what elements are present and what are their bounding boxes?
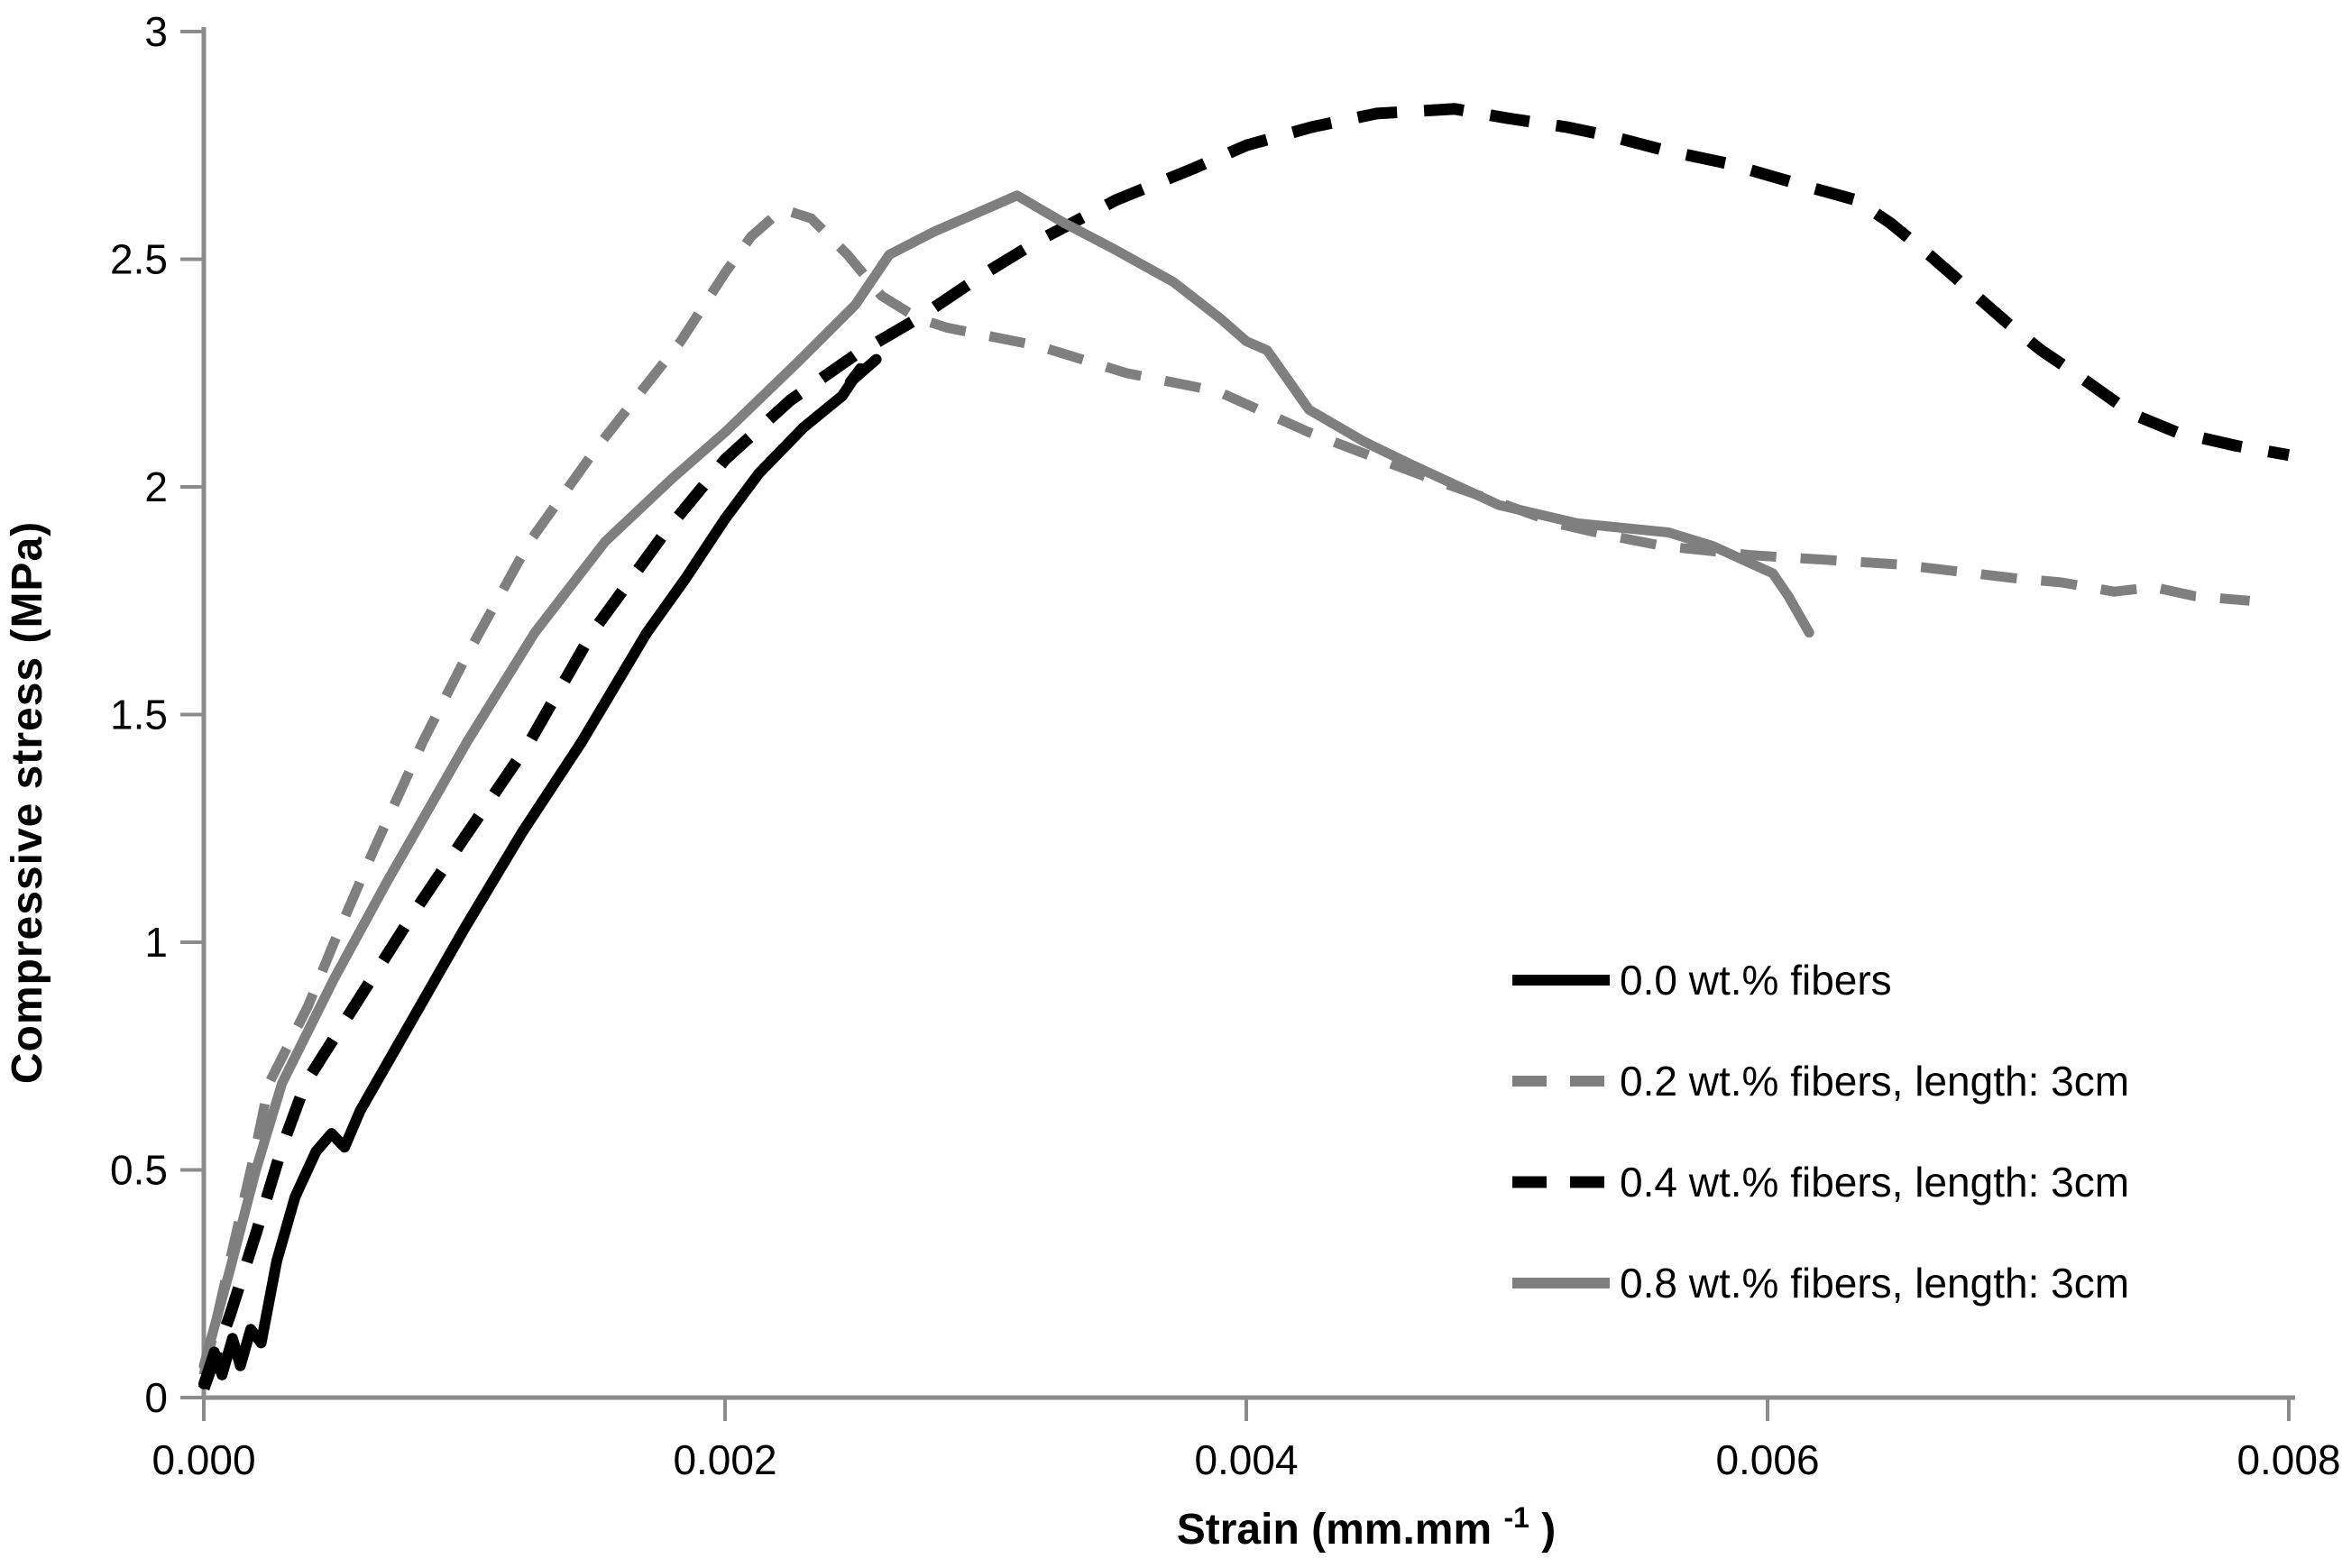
legend-item-label: 0.8 wt.% fibers, length: 3cm <box>1620 1260 2129 1307</box>
y-tick-label: 0 <box>144 1374 168 1421</box>
legend-item: 0.2 wt.% fibers, length: 3cm <box>1512 1058 2129 1105</box>
legend-item-label: 0.4 wt.% fibers, length: 3cm <box>1620 1159 2129 1206</box>
series-curves <box>197 103 2291 1391</box>
y-axis-tick-labels: 0 0.5 1 1.5 2 2.5 3 <box>110 8 168 1421</box>
x-axis-title-main: Strain (mm.mm <box>1177 1506 1492 1554</box>
legend-item-label: 0.2 wt.% fibers, length: 3cm <box>1620 1058 2129 1105</box>
x-tick-label: 0.006 <box>1715 1436 1819 1483</box>
x-axis-tick-labels: 0.000 0.002 0.004 0.006 0.008 <box>152 1436 2340 1483</box>
y-tick-label: 2.5 <box>110 236 168 283</box>
y-tick-label: 1.5 <box>110 692 168 738</box>
legend-item: 0.0 wt.% fibers <box>1512 957 1892 1004</box>
x-axis-ticks <box>202 1398 2291 1421</box>
y-tick-label: 1 <box>144 919 168 966</box>
x-tick-label: 0.008 <box>2236 1436 2340 1483</box>
x-tick-label: 0.004 <box>1194 1436 1298 1483</box>
series-curve-0.2 <box>198 204 2251 1377</box>
legend-item-label: 0.0 wt.% fibers <box>1620 957 1892 1004</box>
series-curve-0.8 <box>198 190 1814 1371</box>
x-axis-title: Strain (mm.mm -1 ) <box>1177 1490 1557 1554</box>
legend-item: 0.4 wt.% fibers, length: 3cm <box>1512 1159 2129 1206</box>
series-curve-0.0 <box>198 353 882 1389</box>
y-axis-title: Compressive stress (MPa) <box>4 521 51 1084</box>
x-axis-title-superscript: -1 <box>1503 1501 1529 1534</box>
x-tick-label: 0.002 <box>673 1436 776 1483</box>
x-tick-label: 0.000 <box>152 1436 255 1483</box>
y-tick-label: 3 <box>144 8 168 55</box>
legend-item: 0.8 wt.% fibers, length: 3cm <box>1512 1260 2129 1307</box>
x-axis-title-close: ) <box>1541 1506 1556 1554</box>
y-tick-label: 0.5 <box>110 1147 168 1194</box>
series-curve-0.4 <box>197 103 2291 1391</box>
y-axis-ticks <box>180 30 204 1399</box>
y-tick-label: 2 <box>144 463 168 510</box>
legend: 0.0 wt.% fibers 0.2 wt.% fibers, length:… <box>1512 957 2129 1307</box>
